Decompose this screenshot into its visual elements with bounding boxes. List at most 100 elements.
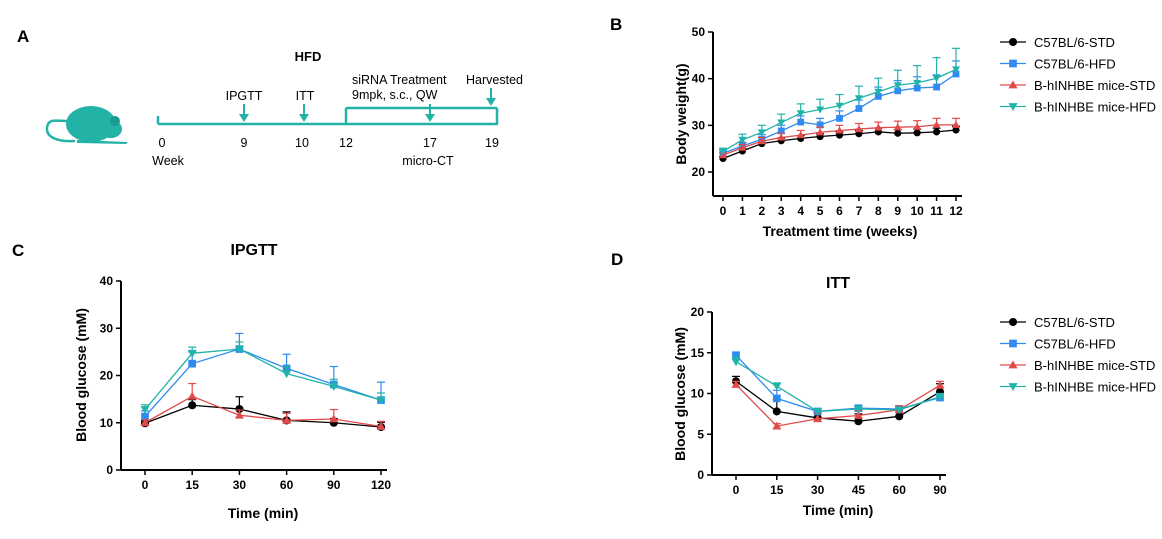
chart-d-xtick-label: 90 [933, 483, 947, 497]
chart-b-ytick-label: 30 [692, 118, 706, 132]
chart-d-ytick-label: 10 [691, 387, 705, 401]
chart-b-data-point [932, 75, 941, 83]
chart-b-data-point [854, 125, 863, 133]
chart-d-series-line [735, 361, 941, 413]
legend-marker [1009, 339, 1017, 348]
chart-c-data-point [376, 422, 386, 430]
week-label: Week [152, 154, 184, 168]
panel-label-b: B [610, 15, 622, 34]
chart-b-xtick-label: 6 [836, 204, 843, 218]
legend-item-c57bl-6-hfd: C57BL/6-HFD [1000, 57, 1116, 72]
chart-b-ytick-label: 20 [692, 165, 706, 179]
week-12: 12 [339, 136, 353, 150]
legend-label: B-hINHBE mice-HFD [1034, 100, 1156, 115]
chart-c-xtick-label: 0 [142, 478, 149, 492]
harvested-label: Harvested [466, 73, 523, 87]
legend-item-b-hinhbe-mice-std: B-hINHBE mice-STD [1000, 78, 1155, 93]
chart-b-data-point [894, 87, 902, 95]
legend-label: B-hINHBE mice-STD [1034, 78, 1155, 93]
chart-b-data-point [932, 120, 941, 128]
chart-c-data-point [188, 401, 197, 410]
chart-b-data-point [952, 126, 960, 134]
legend-label: C57BL/6-HFD [1034, 57, 1116, 72]
chart-b-xtick-label: 1 [739, 204, 746, 218]
chart-b-data-point [913, 84, 921, 92]
chart-c-series-b-hinhbe-mice-hfd [140, 341, 386, 415]
chart-c-ytick-label: 0 [106, 463, 113, 477]
chart-b-data-point [874, 93, 882, 100]
legend-label: C57BL/6-STD [1034, 35, 1115, 50]
chart-b-xtick-label: 9 [894, 204, 901, 218]
chart-c-data-point [187, 391, 197, 400]
hfd-label: HFD [295, 49, 322, 64]
week-9: 9 [241, 136, 248, 150]
chart-d-ytick-label: 5 [697, 427, 704, 441]
chart-d-title: ITT [826, 275, 850, 292]
sirna-label-line2: 9mpk, s.c., QW [352, 88, 438, 102]
chart-d-data-point [772, 421, 782, 430]
chart-b-data-point [835, 102, 844, 110]
legend-item-b-hinhbe-mice-std: B-hINHBE mice-STD [1000, 358, 1155, 373]
chart-c-series-b-hinhbe-mice-std [140, 382, 386, 430]
chart-c-ipgtt: 0 10 20 30 40 0 15 30 60 90 120 Time (min) Blood glu… [73, 242, 391, 521]
chart-d-ylabel: Blood glucose (mM) [672, 327, 688, 461]
legend-marker [1008, 317, 1018, 327]
legend-marker [1008, 360, 1018, 369]
chart-d-data-point [813, 414, 823, 423]
legend-marker [1008, 103, 1018, 111]
chart-c-data-point [282, 370, 292, 379]
chart-b-xtick-label: 12 [949, 204, 963, 218]
chart-b-data-point [757, 137, 766, 145]
chart-b-data-point [952, 66, 960, 74]
ipgtt-label: IPGTT [226, 89, 263, 103]
chart-c-data-point [188, 359, 197, 368]
microct-arrow-icon [425, 104, 435, 122]
legend-item-c57bl-6-std: C57BL/6-STD [1000, 315, 1115, 330]
chart-d-xtick-label: 0 [733, 483, 740, 497]
chart-c-xtick-label: 15 [186, 478, 200, 492]
chart-d-data-point [935, 380, 945, 389]
chart-b-data-point [932, 128, 941, 136]
chart-c-xtick-label: 120 [371, 478, 391, 492]
chart-b-data-point [952, 120, 960, 128]
ipgtt-arrow-icon [239, 104, 249, 122]
chart-b-data-point [874, 123, 883, 131]
chart-d-data-point [935, 393, 945, 402]
chart-b-xlabel: Treatment time (weeks) [763, 223, 918, 239]
chart-c-ylabel: Blood glucose (mM) [73, 308, 89, 442]
chart-c-title: IPGTT [230, 242, 277, 259]
chart-d-itt: 0 5 10 15 20 0 15 30 45 60 90 Time (min) Blood gluco… [672, 275, 947, 518]
chart-b-data-point [893, 123, 902, 131]
chart-b-data-point [796, 110, 805, 118]
chart-b-xtick-label: 5 [817, 204, 824, 218]
week-10: 10 [295, 136, 309, 150]
chart-c-series-line [144, 348, 382, 410]
itt-arrow-icon [299, 104, 309, 122]
chart-b-xtick-label: 7 [856, 204, 863, 218]
chart-b-data-point [893, 82, 902, 90]
chart-d-ytick-label: 20 [691, 305, 705, 319]
chart-c-series-line [144, 395, 382, 428]
chart-d-data-point [853, 411, 863, 419]
sirna-label-line1: siRNA Treatment [352, 73, 447, 87]
chart-c-data-point [141, 412, 149, 421]
chart-c-data-point [282, 415, 292, 424]
legend-label: B-hINHBE mice-HFD [1034, 380, 1156, 395]
chart-b-data-point [913, 129, 921, 137]
chart-b-data-point [757, 129, 766, 137]
chart-c-ytick-label: 20 [100, 369, 114, 383]
chart-d-data-point [772, 394, 781, 403]
chart-c-ytick-label: 40 [100, 274, 114, 288]
chart-c-data-point [234, 345, 244, 354]
chart-d-data-point [813, 408, 823, 416]
panel-label-a: A [17, 27, 29, 46]
chart-b-data-point [854, 95, 863, 103]
legend-label: B-hINHBE mice-STD [1034, 358, 1155, 373]
chart-b-data-point [777, 127, 785, 135]
legend-marker [1008, 37, 1018, 47]
panel-label-c: C [12, 241, 24, 260]
chart-b-data-point [816, 121, 824, 129]
chart-d-data-point [772, 407, 781, 416]
chart-d-xlabel: Time (min) [803, 502, 874, 518]
